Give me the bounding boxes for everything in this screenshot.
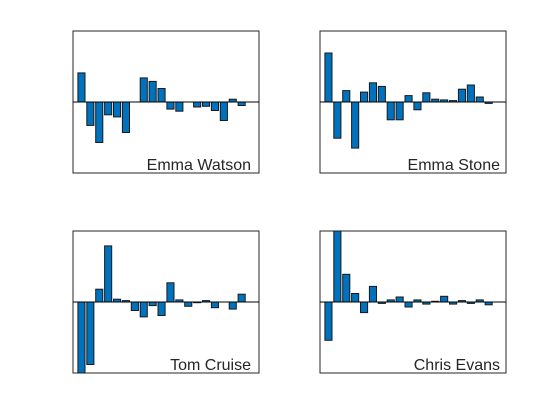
panel-label: Chris Evans [414,357,500,374]
bar [395,296,404,303]
bar [342,273,351,303]
bar [210,101,219,111]
bars [77,72,246,143]
bar [210,301,219,309]
bar [368,82,377,103]
bar [324,301,333,341]
bar [413,101,422,111]
bars [324,230,493,341]
bar [395,101,404,121]
bar [228,301,237,310]
bar [175,101,184,112]
bar [475,96,484,103]
bar [202,101,211,107]
bar [422,92,431,103]
bar [113,101,122,118]
bars [324,52,493,149]
bar [404,301,413,308]
bar [77,301,86,374]
bar [184,301,193,307]
bar [324,52,333,103]
bar [351,293,360,303]
bar [148,80,157,103]
panel-chris-evans: Chris Evans [319,230,507,374]
panel-label: Emma Stone [408,157,501,174]
bar [351,101,360,149]
bar [466,84,475,103]
bar [193,101,202,108]
panel-label: Emma Watson [147,157,251,174]
bar [360,91,369,103]
bar [95,101,104,143]
bar [139,301,148,318]
bar [457,88,466,103]
panel-tom-cruise: Tom Cruise [72,230,260,374]
bar [368,285,377,303]
bar [166,282,175,303]
bar [95,288,104,303]
bar [157,301,166,316]
bar [104,101,113,116]
bar [333,230,342,303]
bar [342,90,351,103]
bar [386,101,395,121]
bar [104,245,113,303]
bar [139,77,148,103]
panel-label: Tom Cruise [170,357,251,374]
bar [377,85,386,103]
bar [86,101,95,126]
bar [130,301,139,311]
bar [148,301,157,307]
bar [86,301,95,365]
bar [237,101,246,106]
bar [157,88,166,103]
bar [121,101,131,133]
bar [404,95,413,103]
bar [77,72,86,103]
bar [333,101,342,139]
panel-emma-stone: Emma Stone [319,30,507,174]
bar [360,301,369,314]
bar [166,101,175,110]
bar [219,101,228,121]
panel-emma-watson: Emma Watson [72,30,260,174]
bar [237,293,246,303]
bar [440,295,449,303]
